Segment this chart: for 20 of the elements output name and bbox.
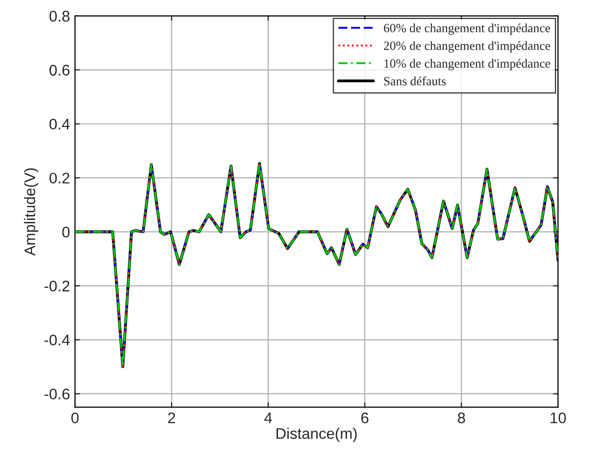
x-axis-title: Distance(m): [276, 428, 357, 442]
y-tick-label: 0.8: [50, 10, 70, 22]
y-tick-label: 0: [62, 226, 70, 238]
y-tick-label: -0.2: [44, 280, 70, 292]
y-tick-label: 0.2: [50, 172, 70, 184]
x-tick-label: 2: [168, 412, 176, 424]
x-tick-label: 8: [458, 412, 465, 424]
legend-label: Sans défauts: [384, 76, 446, 86]
legend-label: 20% de changement d'impédance: [384, 41, 550, 53]
legend-label: 10% de changement d'impédance: [384, 58, 550, 70]
x-tick-label: 10: [550, 412, 566, 424]
y-tick-label: 0.4: [50, 118, 70, 130]
x-tick-label: 0: [71, 412, 79, 424]
y-tick-label: -0.4: [44, 334, 70, 346]
y-tick-label: 0.6: [50, 64, 70, 76]
x-tick-label: 4: [264, 412, 272, 424]
y-tick-label: -0.6: [44, 388, 70, 400]
y-axis-title: Amplitude(V): [24, 168, 38, 256]
x-tick-label: 6: [361, 412, 368, 424]
legend-label: 60% de changement d'impédance: [384, 23, 550, 35]
